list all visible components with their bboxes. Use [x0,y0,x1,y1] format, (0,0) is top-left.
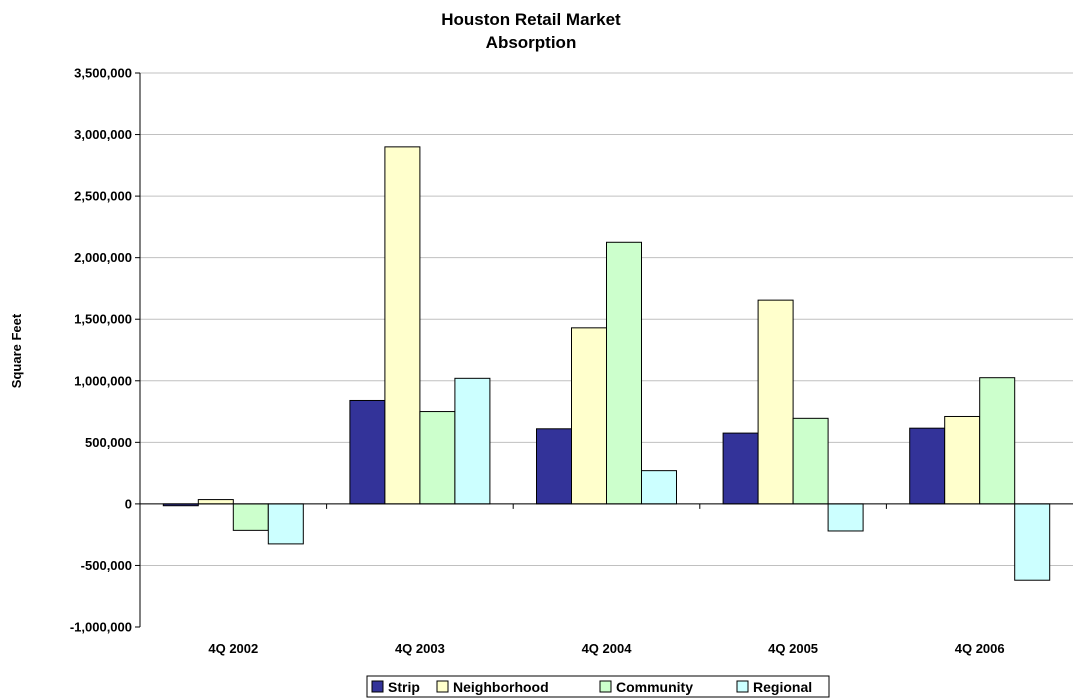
legend-box [366,675,830,698]
x-tick-label: 4Q 2003 [395,641,445,656]
bar-community [419,411,456,505]
bar-regional [641,470,677,505]
y-tick-label: 2,000,000 [74,250,132,265]
y-axis-title: Square Feet [9,313,24,388]
y-tick-label: 1,500,000 [74,312,132,327]
legend: Strip Neighborhood Community Regional [366,675,830,698]
bars [162,146,1051,581]
legend-swatch [599,680,612,693]
bar-strip [536,428,572,505]
legend-label: Regional [753,679,812,695]
bar-community [606,241,642,505]
y-tick-labels: -1,000,000 -500,000 0 500,000 1,000,000 1,500… [70,66,132,635]
bar-regional [267,503,304,545]
legend-label: Neighborhood [453,679,549,695]
y-tick-label: 1,000,000 [74,373,132,388]
legend-label: Strip [388,679,420,695]
legend-label: Community [616,679,693,695]
bar-strip [722,432,759,505]
bar-neighborhood [757,299,794,505]
y-tick-label: 500,000 [85,435,132,450]
bar-strip [909,427,946,505]
legend-swatch [436,680,449,693]
bar-community [792,417,829,505]
bar-neighborhood [571,327,607,505]
bar-strip [349,399,386,505]
y-tick-label: 0 [125,496,132,511]
y-tick-label: -500,000 [81,558,132,573]
bar-community [979,377,1016,505]
bar-neighborhood [197,499,234,505]
x-tick-label: 4Q 2002 [208,641,258,656]
bar-regional [1014,503,1051,581]
bar-regional [454,377,491,505]
chart-subtitle: Absorption [486,33,577,52]
bar-neighborhood [384,146,421,505]
axes [135,72,1073,628]
x-tick-labels: 4Q 2002 4Q 2003 4Q 2004 4Q 2005 4Q 2006 [208,641,1004,656]
x-tick-label: 4Q 2006 [955,641,1005,656]
y-tick-label: 3,000,000 [74,127,132,142]
chart-title: Houston Retail Market [441,10,621,29]
x-tick-label: 4Q 2005 [768,641,818,656]
y-tick-label: 3,500,000 [74,66,132,81]
bar-community [232,503,269,531]
bar-regional [827,503,864,532]
bar-neighborhood [944,415,981,505]
y-tick-label: -1,000,000 [70,620,132,635]
y-tick-label: 2,500,000 [74,189,132,204]
legend-swatch [736,680,749,693]
legend-swatch [371,680,384,693]
x-tick-label: 4Q 2004 [582,641,633,656]
